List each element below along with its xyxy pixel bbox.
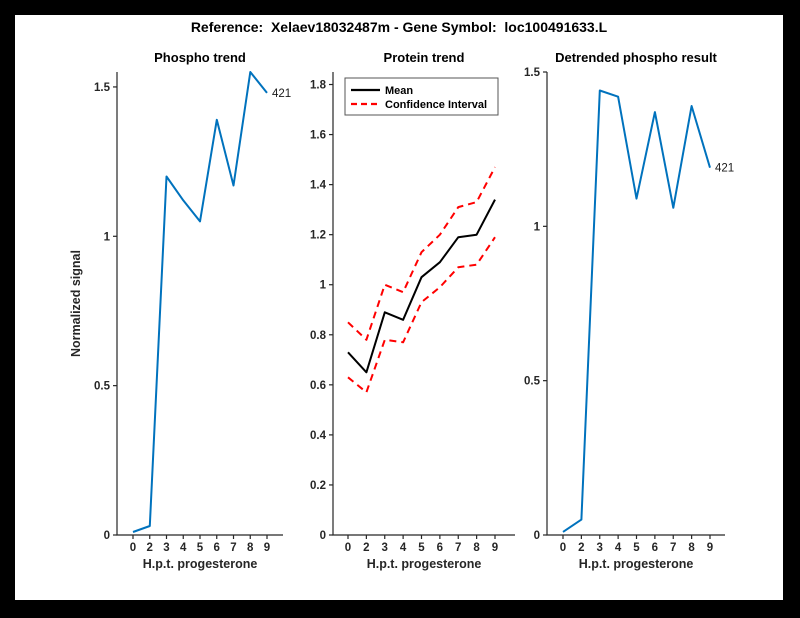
x-tick-label: 5 [633,542,640,554]
y-tick-label: 0.5 [94,381,111,393]
x-tick-label: 7 [230,542,236,554]
y-tick-label: 1.5 [524,67,541,79]
y-tick-label: 1 [320,280,327,292]
y-tick-label: 0.5 [524,376,541,388]
x-tick-label: 0 [560,542,566,554]
confidence-interval-lower-line [347,236,496,394]
y-tick-label: 0.4 [310,430,327,442]
x-tick-label: 8 [247,542,254,554]
x-tick-label: 5 [197,542,204,554]
endpoint-label: 421 [272,88,291,100]
subplot-title: Phospho trend [154,50,246,65]
y-tick-label: 0 [320,530,326,542]
x-axis-label: H.p.t. progesterone [579,557,694,571]
x-tick-label: 9 [492,542,498,554]
x-tick-label: 8 [688,542,695,554]
y-tick-label: 1.5 [94,82,111,94]
x-axis-label: H.p.t. progesterone [367,557,482,571]
confidence-interval-upper-line [347,166,496,341]
x-tick-label: 3 [597,542,603,554]
y-tick-label: 0 [104,530,110,542]
y-tick-label: 0 [534,530,540,542]
legend-label: Confidence Interval [385,99,487,111]
x-tick-label: 0 [130,542,136,554]
x-tick-label: 6 [214,542,220,554]
x-tick-label: 6 [437,542,443,554]
y-tick-label: 1 [104,231,111,243]
x-tick-label: 2 [363,542,369,554]
x-tick-label: 2 [147,542,153,554]
x-tick-label: 7 [455,542,461,554]
y-tick-label: 0.2 [310,480,326,492]
x-tick-label: 4 [180,542,187,554]
detrended-phospho-line [562,89,711,533]
endpoint-label: 421 [715,163,734,175]
figure-title: Reference: Xelaev18032487m - Gene Symbol… [190,19,608,35]
phospho-trend-line [132,71,268,533]
y-tick-label: 1 [534,221,541,233]
x-tick-label: 5 [418,542,425,554]
subplot-title: Detrended phospho result [555,50,717,65]
mean-line [347,199,496,374]
x-tick-label: 9 [264,542,270,554]
x-tick-label: 4 [615,542,622,554]
x-tick-label: 4 [400,542,407,554]
y-axis-label: Normalized signal [69,250,83,357]
x-tick-label: 8 [473,542,480,554]
x-tick-label: 7 [670,542,676,554]
x-tick-label: 3 [382,542,388,554]
subplot-title: Protein trend [384,50,465,65]
y-tick-label: 1.8 [310,80,327,92]
y-tick-label: 1.2 [310,230,326,242]
x-tick-label: 0 [345,542,351,554]
y-tick-label: 1.6 [310,130,326,142]
y-tick-label: 0.6 [310,380,326,392]
y-tick-label: 1.4 [310,180,327,192]
x-tick-label: 3 [163,542,169,554]
y-tick-label: 0.8 [310,330,327,342]
x-axis-label: H.p.t. progesterone [143,557,258,571]
x-tick-label: 9 [707,542,713,554]
x-tick-label: 6 [652,542,658,554]
legend-box [344,77,499,116]
x-tick-label: 2 [578,542,584,554]
legend-label: Mean [385,85,413,97]
